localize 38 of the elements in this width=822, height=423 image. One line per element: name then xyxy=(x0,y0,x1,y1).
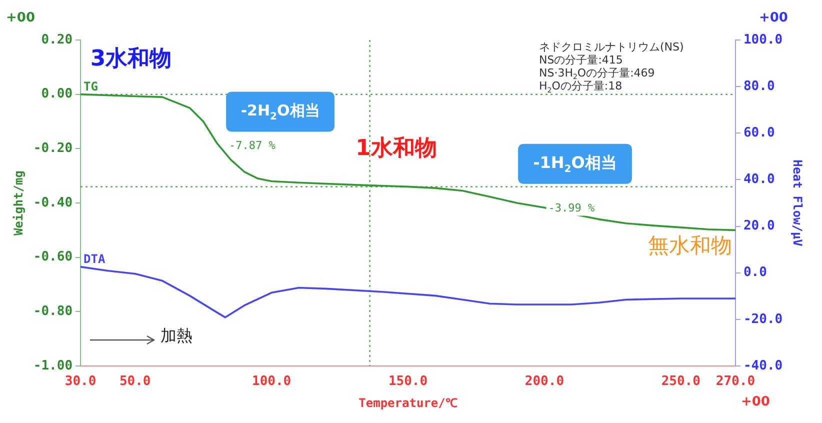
x-tick-label: 50.0 xyxy=(119,374,151,390)
y2-tick-label: -20.0 xyxy=(743,312,783,327)
series-label: TG xyxy=(84,79,98,94)
x-axis-title: Temperature/℃ xyxy=(358,396,458,410)
annotation: ネドクロミルナトリウム(NS) xyxy=(538,40,684,54)
y-axis-title: Weight/mg xyxy=(11,170,26,236)
x-tick-label: 100.0 xyxy=(252,374,292,390)
y2-axis-title: Heat Flow/μV xyxy=(790,160,805,246)
y-tick-label: -0.20 xyxy=(33,141,73,156)
annotation: 加熱 xyxy=(160,326,192,345)
y2-tick-label: 40.0 xyxy=(743,172,775,188)
annotation: 無水和物 xyxy=(648,233,732,258)
y2-tick-label: -40.0 xyxy=(743,358,783,374)
y2-tick-label: 20.0 xyxy=(743,218,775,234)
y-tick-label: -0.60 xyxy=(33,250,73,265)
y-tick-label: -0.80 xyxy=(33,304,73,320)
annotation: NSの分子量:415 xyxy=(538,54,623,67)
y2-tick-label: 0.0 xyxy=(743,265,768,280)
y-tick-label: 0.00 xyxy=(41,86,73,102)
annotation: -3.99 % xyxy=(548,202,595,215)
text: +00 xyxy=(740,394,770,410)
x-tick-label: 150.0 xyxy=(388,374,428,390)
x-tick-label: 270.0 xyxy=(716,374,756,390)
x-tick-label: 200.0 xyxy=(524,374,564,390)
y2-tick-label: 100.0 xyxy=(743,32,783,48)
y2-tick-label: 60.0 xyxy=(743,126,775,141)
y2-tick-label: 80.0 xyxy=(743,78,775,94)
y-tick-label: 0.20 xyxy=(41,32,73,48)
series-label: DTA xyxy=(84,252,106,266)
annotation: 1水和物 xyxy=(356,136,437,161)
annotation: 3水和物 xyxy=(90,46,172,72)
x-tick-label: 30.0 xyxy=(64,374,96,390)
y-tick-label: -0.40 xyxy=(33,195,73,210)
annotation: -7.87 % xyxy=(228,139,276,152)
y-tick-label: -1.00 xyxy=(33,358,73,374)
text: +00 xyxy=(758,10,788,26)
x-tick-label: 250.0 xyxy=(661,374,701,390)
text: +00 xyxy=(6,10,36,26)
